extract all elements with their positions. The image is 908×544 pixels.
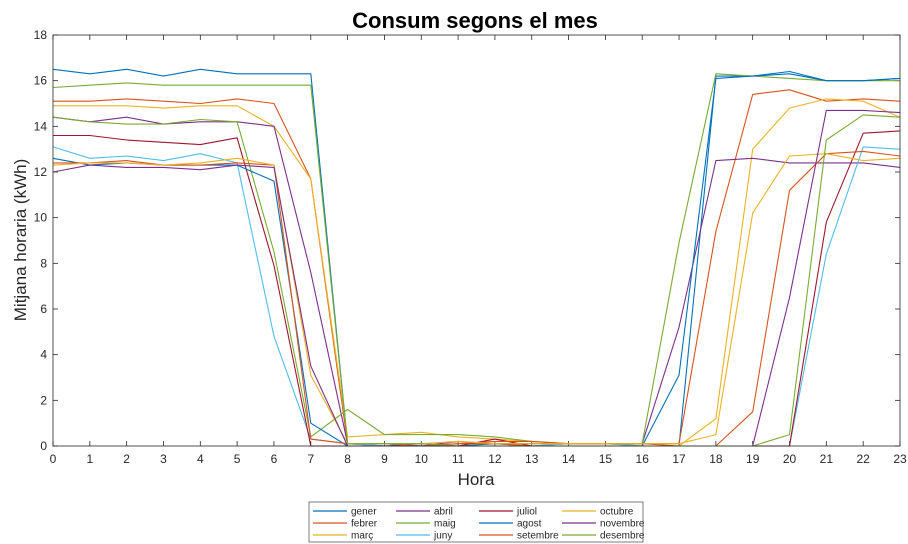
axis-ticks: 0 1 2 3 4 5 6 7 8 9 10 11 12 13 14 15 16 17 18 19 20 21 22 2302… bbox=[34, 28, 907, 466]
x-tick-label: 6 bbox=[271, 452, 278, 466]
legend-label: febrer bbox=[351, 519, 378, 530]
x-tick-label: 8 bbox=[344, 452, 351, 466]
y-tick-label: 18 bbox=[34, 28, 48, 42]
y-tick-label: 4 bbox=[40, 348, 47, 362]
x-tick-label: 17 bbox=[672, 452, 686, 466]
x-tick-label: 11 bbox=[452, 452, 465, 466]
x-tick-label: 2 bbox=[123, 452, 130, 466]
x-tick-label: 23 bbox=[893, 452, 907, 466]
plot-frame bbox=[52, 34, 901, 447]
series-line-octubre bbox=[52, 153, 901, 445]
x-tick-label: 3 bbox=[160, 452, 167, 466]
series-line-març bbox=[53, 98, 901, 447]
legend-label: maig bbox=[434, 519, 456, 530]
x-tick-label: 1 bbox=[86, 452, 93, 466]
plot-background bbox=[53, 35, 900, 446]
x-tick-label: 9 bbox=[381, 452, 388, 466]
x-tick-label: 0 bbox=[50, 452, 57, 466]
chart-title: Consum segons el mes bbox=[352, 8, 598, 33]
x-axis-label: Hora bbox=[458, 470, 495, 489]
x-tick-label: 22 bbox=[856, 452, 870, 466]
x-tick-label: 21 bbox=[820, 452, 834, 466]
y-tick-label: 8 bbox=[40, 256, 47, 270]
x-tick-label: 18 bbox=[709, 452, 723, 466]
legend-label: octubre bbox=[600, 507, 634, 518]
legend-label: desembre bbox=[600, 531, 645, 542]
plot-area: 0 1 2 3 4 5 6 7 8 9 10 11 12 13 14 15 16 17 18 19 20 21 22 2302… bbox=[34, 28, 907, 466]
series-line-maig bbox=[52, 73, 900, 445]
y-tick-label: 10 bbox=[34, 211, 48, 225]
x-tick-label: 19 bbox=[746, 452, 760, 466]
x-tick-label: 14 bbox=[562, 452, 576, 466]
x-tick-label: 15 bbox=[599, 452, 613, 466]
legend-label: juny bbox=[433, 531, 452, 542]
y-tick-label: 12 bbox=[34, 165, 48, 179]
x-tick-label: 5 bbox=[234, 452, 241, 466]
x-tick-label: 12 bbox=[488, 452, 502, 466]
x-tick-label: 4 bbox=[197, 452, 204, 466]
y-axis-label: Mitjana horaria (kWh) bbox=[11, 159, 30, 322]
y-tick-label: 2 bbox=[40, 393, 47, 407]
legend-label: març bbox=[351, 531, 373, 542]
series-line-febrer bbox=[53, 89, 901, 447]
y-tick-label: 14 bbox=[34, 119, 48, 133]
legend-label: abril bbox=[434, 507, 453, 518]
x-tick-label: 10 bbox=[415, 452, 429, 466]
legend-label: setembre bbox=[517, 531, 559, 542]
y-tick-label: 6 bbox=[40, 302, 47, 316]
legend-label: agost bbox=[517, 519, 542, 530]
y-tick-label: 0 bbox=[40, 439, 47, 453]
x-tick-label: 13 bbox=[525, 452, 539, 466]
x-tick-label: 7 bbox=[307, 452, 314, 466]
x-tick-label: 16 bbox=[636, 452, 650, 466]
legend-label: juliol bbox=[516, 507, 537, 518]
x-tick-label: 20 bbox=[783, 452, 797, 466]
legend-label: gener bbox=[351, 507, 377, 518]
legend-label: novembre bbox=[600, 519, 645, 530]
y-tick-label: 16 bbox=[34, 74, 48, 88]
